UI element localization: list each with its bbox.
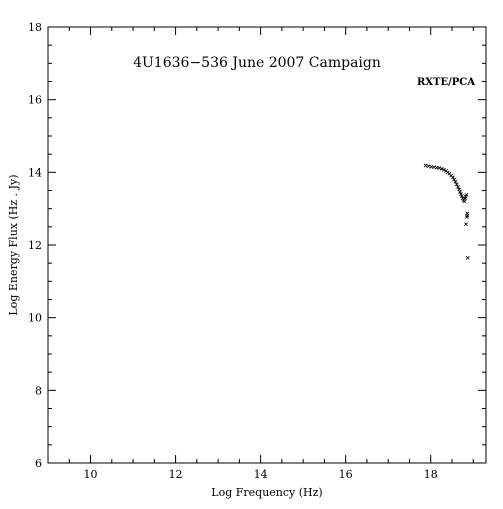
cross-marker: [423, 163, 428, 168]
tick-labels: 10 12 14 16 18 6 8 10 12 14 16 18: [28, 21, 438, 481]
cross-marker: [459, 194, 464, 198]
data-point: [456, 184, 460, 189]
y-axis-label: Log Energy Flux (Hz . Jy): [7, 174, 20, 315]
cross-marker: [464, 215, 469, 219]
cross-marker: [462, 199, 467, 204]
data-point: [464, 215, 469, 219]
y-tick-label: 10: [28, 312, 42, 325]
x-axis-label: Log Frequency (Hz): [211, 486, 322, 499]
y-tick-label: 18: [28, 21, 42, 34]
data-point: [426, 164, 431, 169]
x-tick-label: 16: [339, 468, 353, 481]
data-point: [437, 166, 442, 170]
x-tick-label: 14: [254, 468, 268, 481]
data-point: [465, 255, 470, 260]
cross-marker: [464, 192, 469, 197]
data-point: [459, 194, 464, 198]
cross-marker: [458, 190, 462, 194]
data-point: [458, 190, 462, 194]
cross-marker: [450, 175, 455, 180]
y-tick-label: 6: [35, 457, 42, 470]
cross-marker: [453, 179, 458, 184]
chart-title: 4U1636−536 June 2007 Campaign: [133, 55, 381, 71]
y-tick-label: 12: [28, 239, 42, 252]
cross-marker: [454, 182, 459, 187]
cross-marker: [464, 222, 468, 227]
cross-marker: [437, 166, 442, 170]
cross-marker: [452, 177, 456, 182]
data-point: [457, 187, 462, 192]
axis-ticks: [47, 26, 486, 464]
x-tick-label: 18: [424, 468, 438, 481]
y-tick-label: 16: [28, 94, 42, 107]
data-point: [452, 177, 456, 182]
cross-marker: [465, 255, 470, 260]
y-tick-label: 8: [35, 384, 42, 397]
cross-marker: [426, 164, 431, 169]
x-tick-label: 10: [84, 468, 98, 481]
plot-frame: [47, 26, 487, 464]
instrument-annotation: RXTE/PCA: [417, 77, 475, 88]
data-point: [442, 167, 446, 172]
data-point: [464, 222, 468, 227]
y-tick-label: 14: [28, 166, 42, 179]
data-point: [464, 192, 469, 197]
data-points: [423, 163, 470, 260]
data-point: [439, 166, 444, 171]
x-tick-label: 12: [169, 468, 183, 481]
data-point: [454, 182, 459, 187]
data-point: [423, 163, 428, 168]
data-point: [462, 199, 467, 204]
data-point: [450, 175, 455, 180]
cross-marker: [439, 166, 444, 171]
cross-marker: [456, 184, 460, 189]
cross-marker: [442, 167, 446, 172]
data-point: [453, 179, 458, 184]
cross-marker: [457, 187, 462, 192]
